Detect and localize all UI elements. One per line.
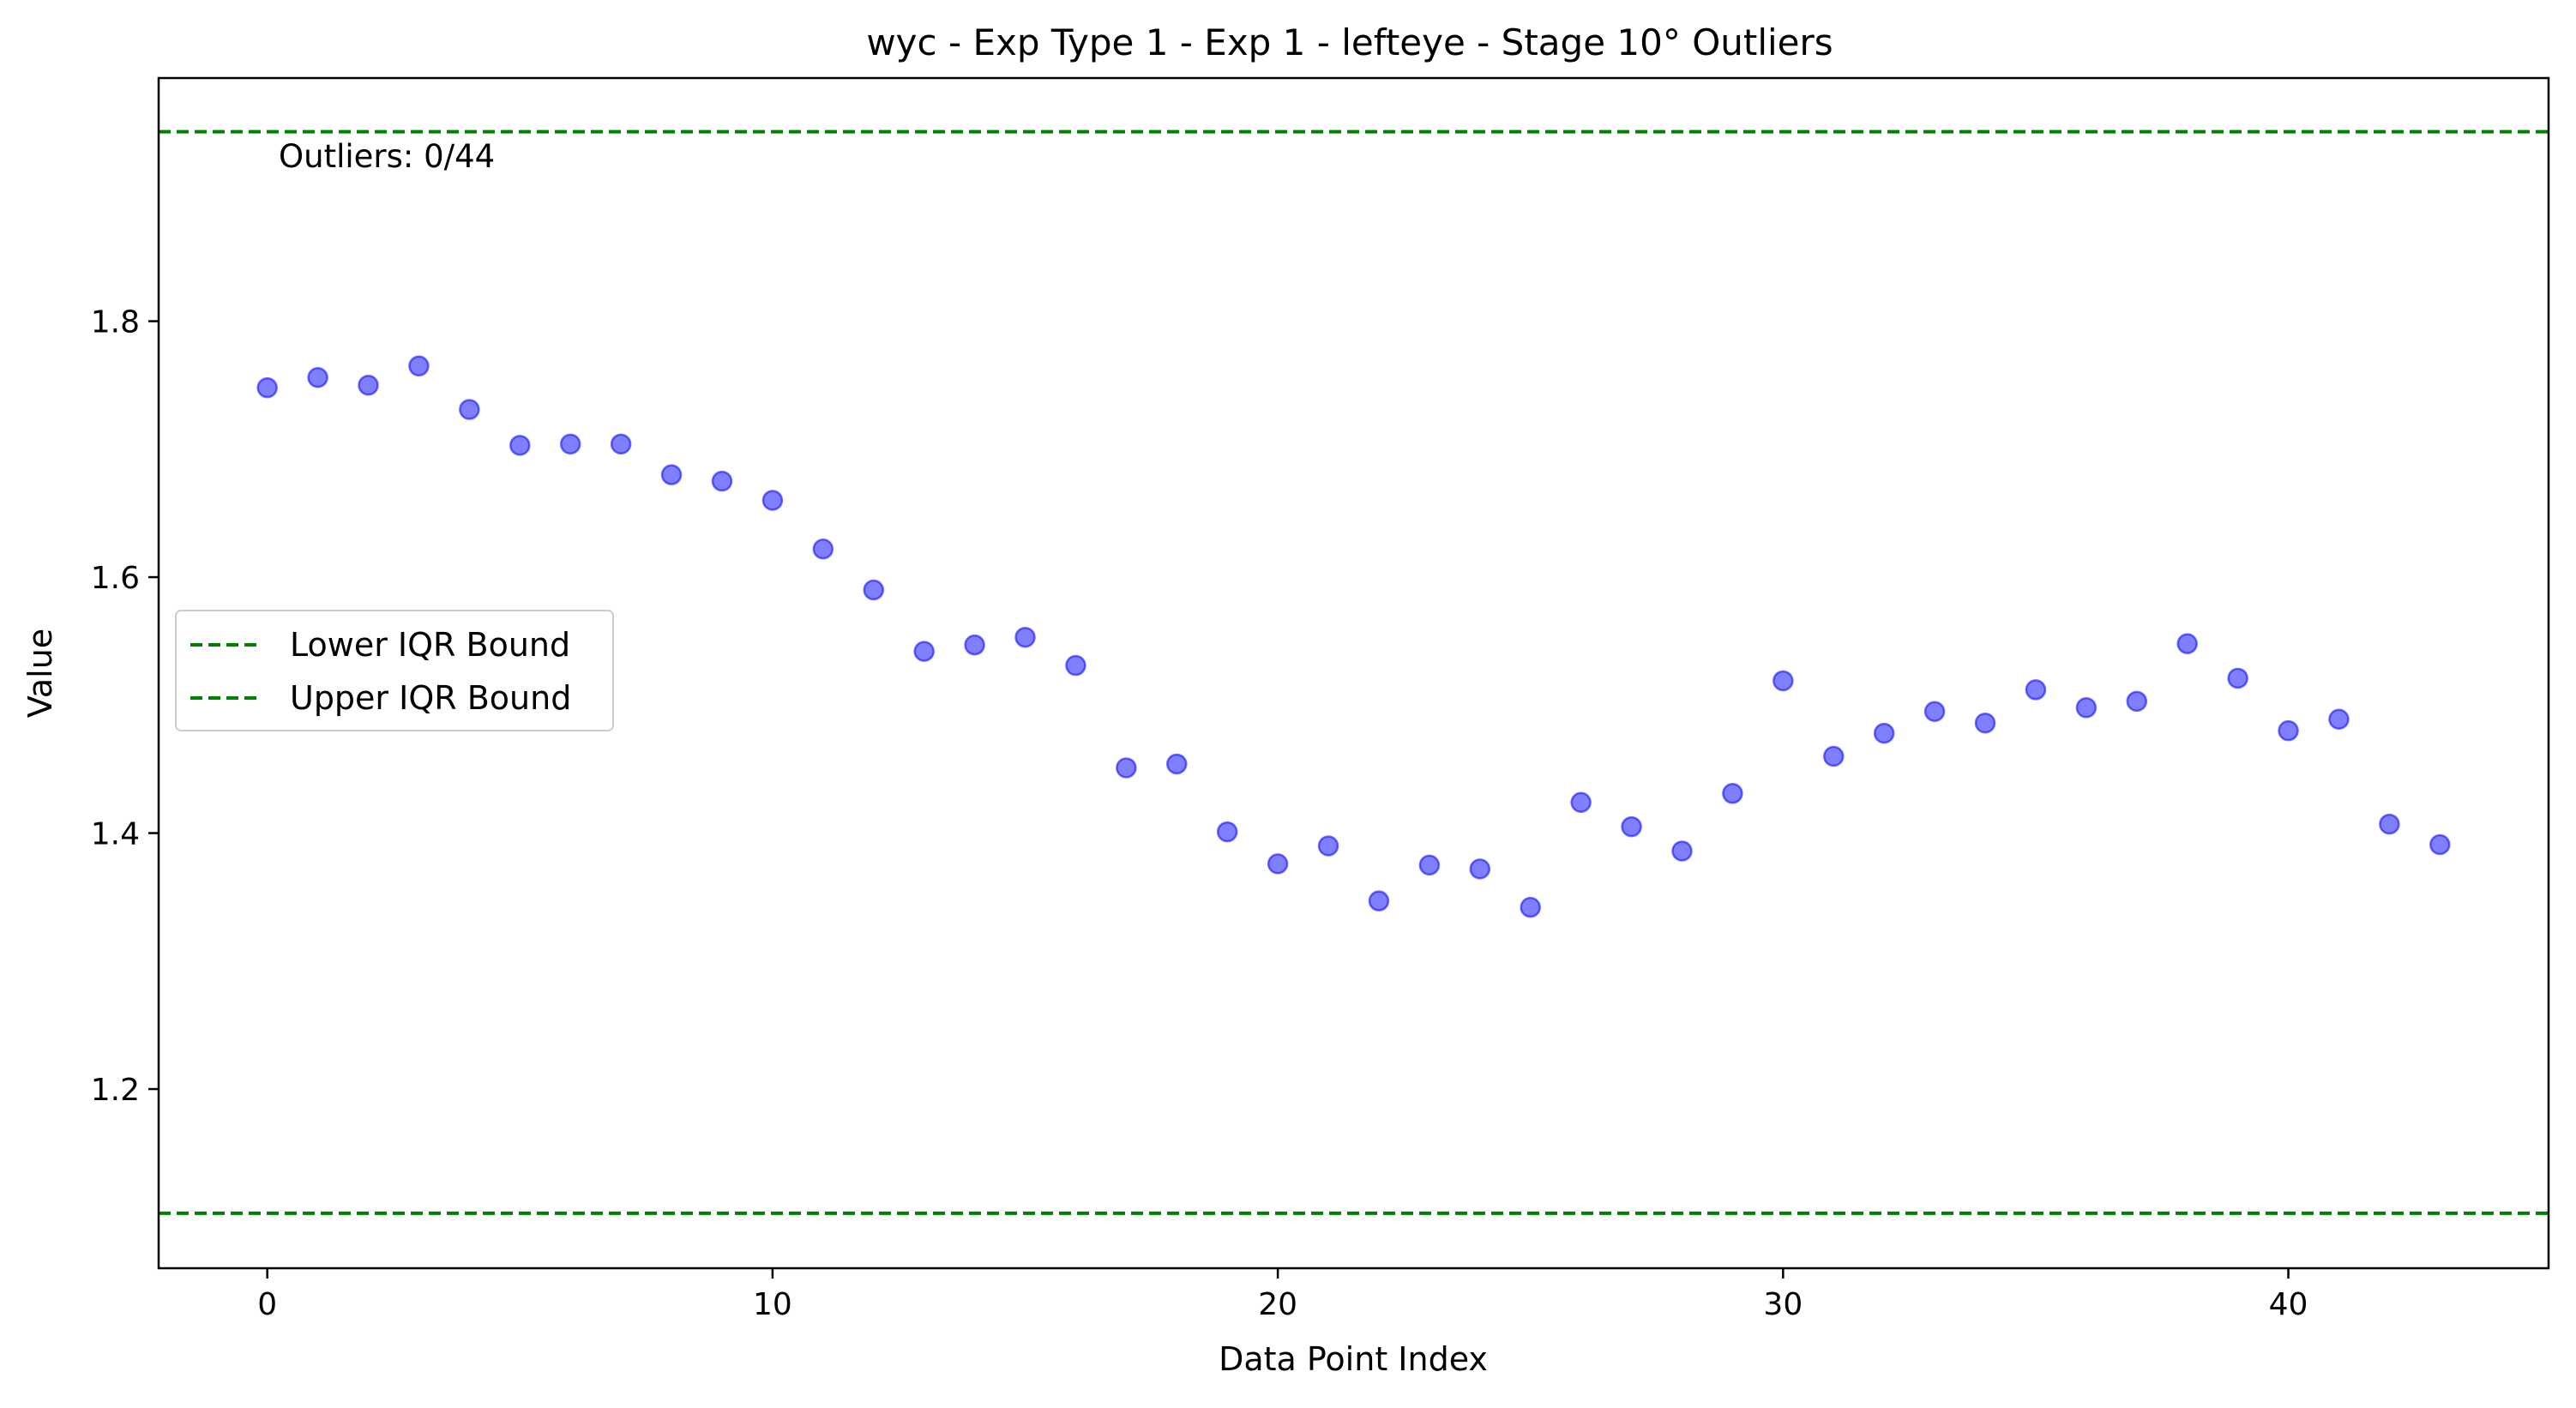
data-point [812, 538, 834, 560]
data-point [711, 470, 733, 492]
x-axis-label: Data Point Index [1219, 1340, 1488, 1378]
data-point [2429, 833, 2451, 856]
legend: Lower IQR Bound Upper IQR Bound [175, 610, 614, 731]
data-point [761, 490, 784, 511]
data-point [863, 579, 884, 601]
data-point [2227, 667, 2248, 689]
chart-title: wyc - Exp Type 1 - Exp 1 - lefteye - Sta… [866, 21, 1833, 63]
data-point [1621, 815, 1642, 838]
x-tick-label: 10 [753, 1287, 792, 1322]
data-point [1267, 853, 1289, 875]
data-point [1722, 783, 1743, 804]
legend-label-upper: Upper IQR Bound [290, 679, 571, 717]
x-tick-label: 40 [2269, 1287, 2308, 1322]
data-point [408, 355, 430, 377]
data-point [1773, 670, 1794, 692]
data-point [1873, 722, 1895, 744]
data-point [1418, 854, 1441, 876]
x-tick-label: 20 [1258, 1287, 1297, 1322]
data-point [2075, 697, 2098, 719]
data-point [1520, 896, 1541, 918]
data-point [1216, 821, 1238, 843]
data-point [2025, 679, 2047, 701]
data-point [964, 634, 985, 656]
data-point [1317, 835, 1339, 857]
data-point [2126, 690, 2148, 713]
data-point [2328, 708, 2350, 730]
outliers-annotation: Outliers: 0/44 [279, 138, 495, 175]
x-tick-label: 30 [1763, 1287, 1803, 1322]
data-point [2176, 633, 2198, 654]
legend-box [175, 610, 614, 731]
data-point [660, 464, 683, 485]
data-point [1065, 654, 1086, 677]
data-point [1166, 753, 1188, 775]
data-point [1923, 701, 1946, 723]
data-point [358, 374, 379, 396]
data-point [610, 433, 632, 455]
plot-area-frame [157, 76, 2550, 1270]
data-point [1671, 840, 1693, 862]
data-point [1116, 757, 1137, 779]
data-point [509, 435, 531, 456]
y-axis-label: Value [21, 629, 59, 718]
data-point [307, 366, 328, 388]
data-point [559, 433, 581, 455]
data-point [1469, 858, 1491, 880]
y-tick-label: 1.6 [91, 561, 140, 596]
y-tick-label: 1.2 [91, 1073, 140, 1108]
legend-label-lower: Lower IQR Bound [290, 626, 570, 664]
data-point [1014, 626, 1036, 648]
data-point [2379, 813, 2400, 835]
data-point [256, 376, 278, 399]
data-point [1570, 791, 1592, 813]
y-tick-label: 1.4 [91, 817, 140, 852]
data-point [1368, 890, 1390, 912]
y-tick-label: 1.8 [91, 305, 140, 340]
data-point [913, 641, 935, 662]
data-point [1823, 745, 1845, 767]
data-point [2278, 719, 2299, 742]
data-point [459, 399, 480, 420]
data-point [1974, 712, 1996, 734]
x-tick-label: 0 [257, 1287, 277, 1322]
